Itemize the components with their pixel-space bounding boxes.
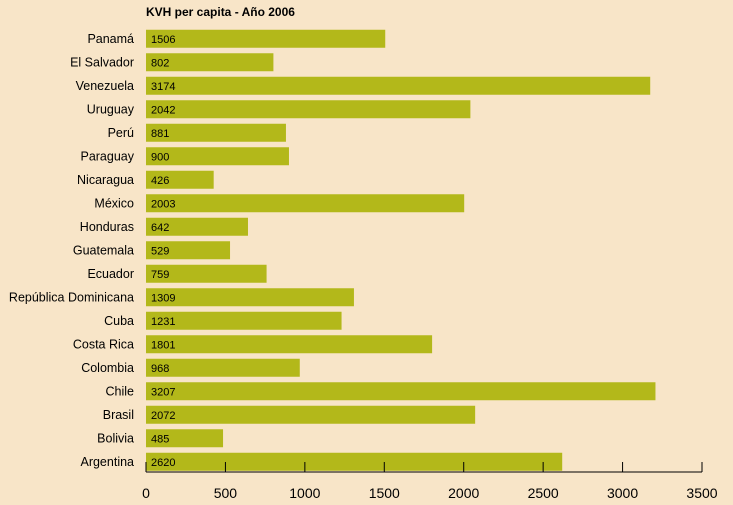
x-ticks: 0 500 1000 1500 2000 2500 3000 3500 — [142, 462, 718, 501]
category-label: Venezuela — [76, 79, 134, 93]
bar — [146, 100, 471, 119]
bar — [146, 452, 563, 471]
value-label: 426 — [151, 175, 169, 187]
value-label: 3174 — [151, 81, 175, 93]
bars-group — [146, 29, 656, 471]
category-label: Paraguay — [80, 149, 134, 163]
bar — [146, 405, 476, 424]
category-label: Panamá — [87, 32, 134, 46]
bar — [146, 241, 231, 260]
bar — [146, 123, 286, 142]
value-label: 900 — [151, 151, 169, 163]
bar — [146, 335, 433, 354]
category-label: Uruguay — [87, 102, 135, 116]
x-tick-label: 2500 — [528, 485, 559, 501]
value-label: 3207 — [151, 386, 175, 398]
bar — [146, 429, 224, 448]
category-label: Brasil — [103, 408, 134, 422]
category-label: Ecuador — [87, 267, 134, 281]
value-label: 1506 — [151, 34, 175, 46]
value-label: 2042 — [151, 104, 175, 116]
category-label: Bolivia — [97, 431, 134, 445]
x-tick-label: 0 — [142, 485, 150, 501]
bar — [146, 382, 656, 401]
bar — [146, 76, 651, 95]
value-label: 2072 — [151, 410, 175, 422]
category-label: Perú — [108, 126, 134, 140]
x-tick-label: 1500 — [369, 485, 400, 501]
category-label: Honduras — [80, 220, 134, 234]
value-label: 1309 — [151, 292, 175, 304]
bar — [146, 147, 289, 166]
category-labels: Panamá El Salvador Venezuela Uruguay Perú Par… — [9, 32, 135, 469]
value-label: 485 — [151, 433, 169, 445]
category-label: Colombia — [81, 361, 134, 375]
bar — [146, 194, 465, 213]
x-tick-label: 3500 — [686, 485, 717, 501]
x-tick-label: 3000 — [607, 485, 638, 501]
x-tick-label: 500 — [214, 485, 238, 501]
value-label: 1801 — [151, 339, 175, 351]
value-label: 759 — [151, 269, 169, 281]
chart-title: KVH per capita - Año 2006 — [146, 5, 295, 19]
bar — [146, 217, 248, 236]
category-label: Cuba — [104, 314, 134, 328]
bar — [146, 29, 386, 48]
category-label: Argentina — [80, 455, 134, 469]
category-label: Guatemala — [73, 243, 134, 257]
bar — [146, 288, 354, 307]
value-label: 802 — [151, 57, 169, 69]
value-label: 968 — [151, 363, 169, 375]
value-label: 881 — [151, 128, 169, 140]
value-label: 529 — [151, 245, 169, 257]
category-label: México — [94, 196, 134, 210]
bar — [146, 358, 300, 377]
value-label: 1231 — [151, 316, 175, 328]
bar — [146, 170, 214, 189]
value-label: 642 — [151, 222, 169, 234]
category-label: República Dominicana — [9, 290, 134, 304]
bar — [146, 264, 267, 283]
value-label: 2003 — [151, 198, 175, 210]
bar — [146, 53, 274, 72]
category-label: Chile — [106, 384, 135, 398]
value-label: 2620 — [151, 457, 175, 469]
value-labels: 1506 802 3174 2042 881 900 426 2003 642 529 759 130… — [151, 34, 175, 469]
bar — [146, 311, 342, 330]
x-tick-label: 1000 — [289, 485, 320, 501]
category-label: Costa Rica — [73, 337, 134, 351]
category-label: Nicaragua — [77, 173, 134, 187]
category-label: El Salvador — [70, 55, 134, 69]
x-tick-label: 2000 — [448, 485, 479, 501]
